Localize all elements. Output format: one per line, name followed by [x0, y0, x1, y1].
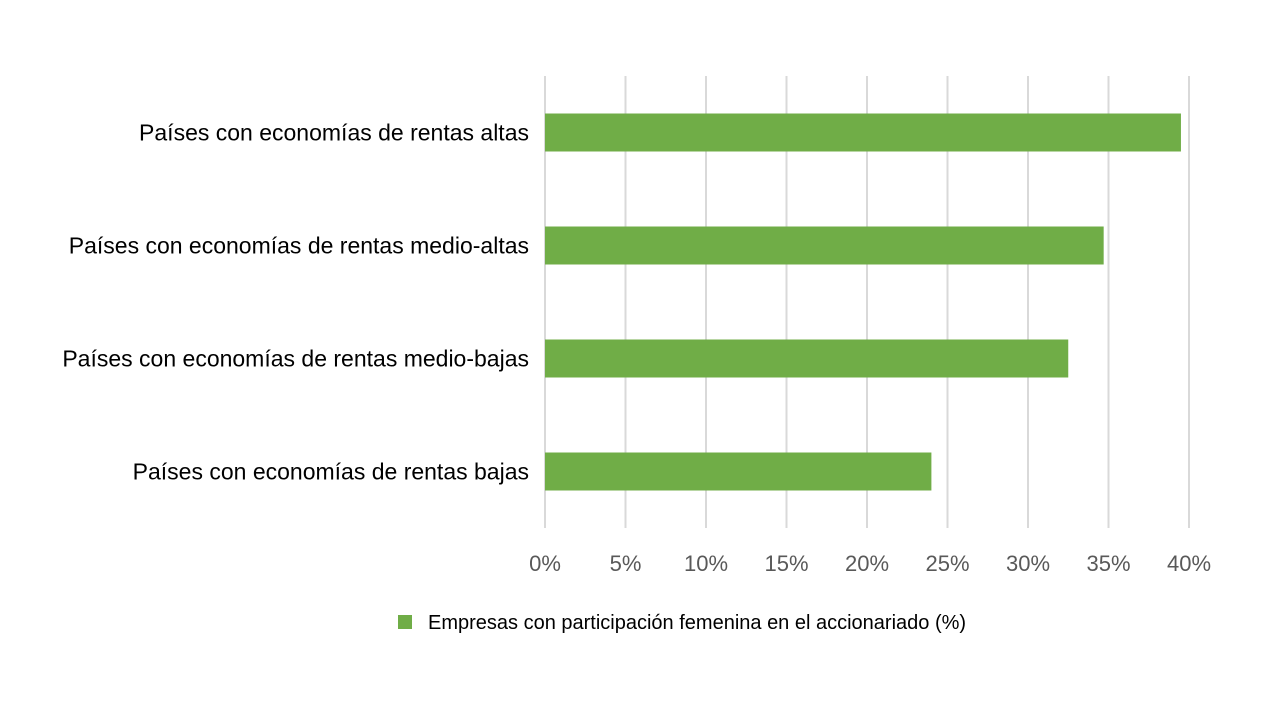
x-tick-label: 0% [529, 551, 561, 576]
bar [545, 226, 1104, 265]
bar [545, 339, 1069, 378]
category-label: Países con economías de rentas medio-alt… [69, 233, 529, 259]
legend-label: Empresas con participación femenina en e… [428, 612, 966, 634]
x-tick-label: 5% [610, 551, 642, 576]
category-label: Países con economías de rentas medio-baj… [62, 346, 529, 372]
category-label: Países con economías de rentas altas [139, 120, 529, 146]
x-tick-label: 15% [764, 551, 808, 576]
x-tick-label: 20% [845, 551, 889, 576]
legend: Empresas con participación femenina en e… [398, 612, 966, 634]
bars [545, 113, 1181, 491]
bar [545, 452, 932, 491]
x-tick-label: 35% [1086, 551, 1130, 576]
category-labels: Países con economías de rentas altas País… [62, 120, 529, 485]
x-tick-labels: 0% 5% 10% 15% 20% 25% 30% 35% 40% [529, 551, 1211, 576]
category-label: Países con economías de rentas bajas [133, 459, 529, 485]
x-tick-label: 30% [1006, 551, 1050, 576]
bar [545, 113, 1181, 152]
x-tick-label: 10% [684, 551, 728, 576]
x-tick-label: 40% [1167, 551, 1211, 576]
legend-swatch [398, 615, 412, 629]
x-tick-label: 25% [925, 551, 969, 576]
